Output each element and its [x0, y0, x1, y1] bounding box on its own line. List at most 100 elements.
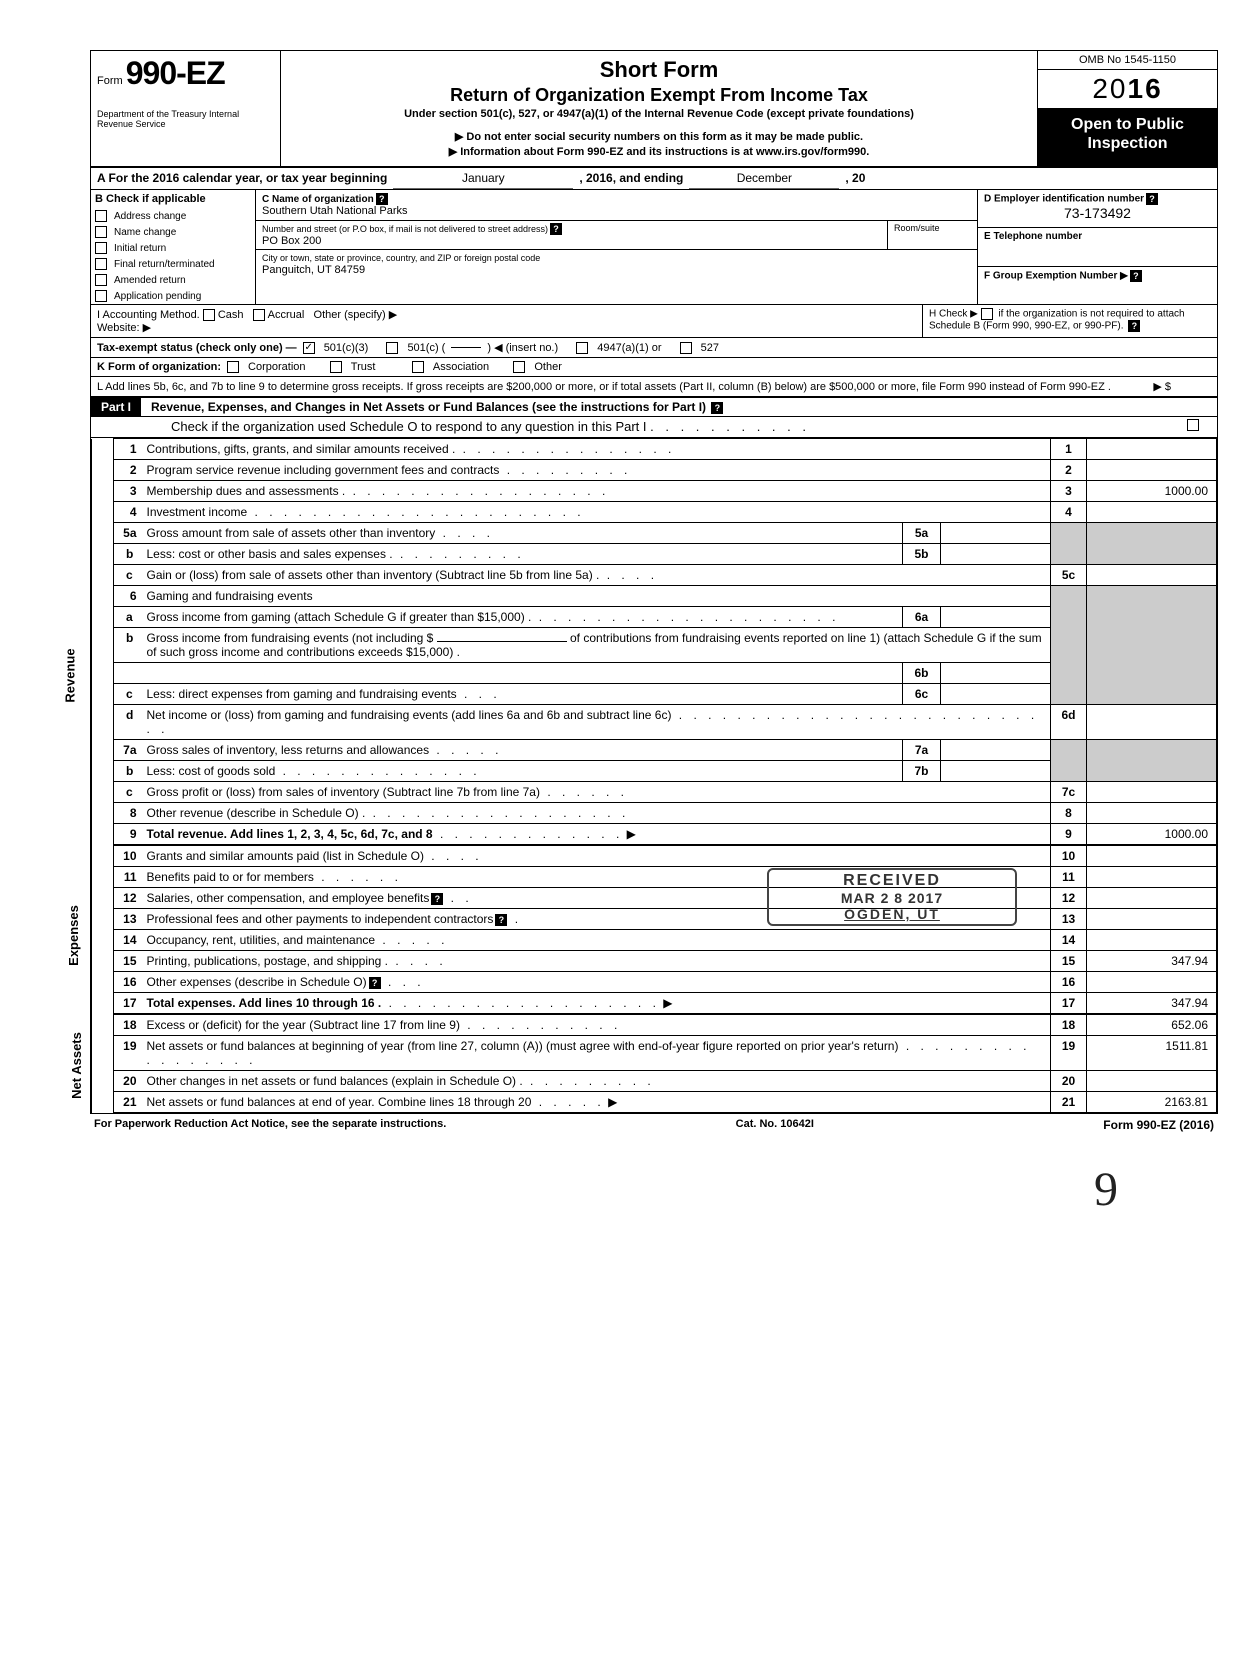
d-cell: D Employer identification number? 73-173… — [978, 190, 1217, 228]
j-501c3: 501(c)(3) — [324, 342, 369, 354]
l15-desc: Printing, publications, postage, and shi… — [147, 954, 389, 968]
tax-year: 2016 — [1038, 70, 1217, 109]
part1-title-text: Revenue, Expenses, and Changes in Net As… — [151, 400, 706, 414]
g-cash: Cash — [218, 309, 244, 321]
j-527: 527 — [701, 342, 719, 354]
l10-desc: Grants and similar amounts paid (list in… — [147, 849, 424, 863]
c-top: C Name of organization? Southern Utah Na… — [256, 190, 977, 221]
form-prefix: Form — [97, 75, 123, 87]
checkbox[interactable] — [412, 361, 424, 373]
side-netassets: Net Assets — [69, 1032, 84, 1099]
l6-desc: Gaming and fundraising events — [142, 586, 1051, 607]
checkbox[interactable] — [95, 242, 107, 254]
city-val: Panguitch, UT 84759 — [262, 264, 365, 276]
street-label: Number and street (or P.O box, if mail i… — [262, 224, 548, 234]
handwritten-9: 9 — [90, 1162, 1218, 1217]
l6c-desc: Less: direct expenses from gaming and fu… — [147, 687, 457, 701]
form-no-big: 990-EZ — [126, 55, 225, 91]
stamp-where: OGDEN, UT — [777, 906, 1007, 922]
l-arrow: ▶ $ — [1153, 380, 1211, 393]
checkbox[interactable] — [95, 210, 107, 222]
rowA-end: December — [689, 168, 839, 189]
l14-desc: Occupancy, rent, utilities, and maintena… — [147, 933, 376, 947]
city-label: City or town, state or province, country… — [262, 253, 540, 263]
l3-desc: Membership dues and assessments . — [147, 484, 346, 498]
part1-label: Part I — [91, 398, 141, 416]
k-assoc: Association — [433, 361, 489, 373]
dots: . . . . . . . . . . . — [650, 419, 810, 434]
j-501c: 501(c) ( — [407, 342, 445, 354]
checkbox[interactable] — [95, 274, 107, 286]
v3: 1000.00 — [1087, 481, 1217, 502]
checkbox[interactable] — [513, 361, 525, 373]
c-city: City or town, state or province, country… — [256, 250, 977, 278]
k-label: K Form of organization: — [97, 361, 221, 373]
v4 — [1087, 502, 1217, 523]
checkbox[interactable] — [95, 226, 107, 238]
l13-desc: Professional fees and other payments to … — [147, 912, 494, 926]
help-icon[interactable]: ? — [1130, 270, 1142, 282]
b-item-0: Address change — [91, 208, 255, 224]
b-label: Initial return — [114, 243, 166, 254]
form-number: Form 990-EZ — [97, 55, 274, 92]
row-j: Tax-exempt status (check only one) — ✓50… — [91, 338, 1217, 358]
checkbox[interactable] — [227, 361, 239, 373]
title2: Return of Organization Exempt From Incom… — [289, 85, 1029, 106]
l7c-desc: Gross profit or (loss) from sales of inv… — [147, 785, 540, 799]
g-left: I Accounting Method. Cash Accrual Other … — [91, 305, 922, 337]
g-text: Accounting Method. — [103, 309, 200, 321]
v1 — [1087, 439, 1217, 460]
checkbox[interactable] — [95, 258, 107, 270]
title1: Short Form — [289, 57, 1029, 83]
part1-checkline-row: Check if the organization used Schedule … — [91, 417, 1217, 438]
side-gutter — [92, 439, 114, 1113]
help-icon[interactable]: ? — [711, 402, 723, 414]
l5c-desc: Gain or (loss) from sale of assets other… — [147, 568, 600, 582]
l-text: L Add lines 5b, 6c, and 7b to line 9 to … — [97, 381, 1147, 393]
room-cell: Room/suite — [887, 221, 977, 249]
row-k: K Form of organization: Corporation Trus… — [91, 358, 1217, 377]
e-label: E Telephone number — [984, 231, 1211, 242]
help-icon[interactable]: ? — [1128, 320, 1140, 332]
checkbox[interactable] — [330, 361, 342, 373]
part1-header: Part I Revenue, Expenses, and Changes in… — [91, 398, 1217, 417]
l19-desc: Net assets or fund balances at beginning… — [147, 1039, 899, 1053]
b-label: Application pending — [114, 291, 201, 302]
sub: Under section 501(c), 527, or 4947(a)(1)… — [289, 108, 1029, 120]
checkbox[interactable] — [253, 309, 265, 321]
v15: 347.94 — [1087, 951, 1217, 972]
b-item-3: Final return/terminated — [91, 256, 255, 272]
h-text: H Check ▶ — [929, 309, 978, 320]
help-icon[interactable]: ? — [431, 893, 443, 905]
j-insert: ) ◀ (insert no.) — [487, 341, 558, 354]
l21-desc: Net assets or fund balances at end of ye… — [147, 1095, 532, 1109]
year-bold: 16 — [1128, 73, 1163, 104]
checkbox[interactable] — [680, 342, 692, 354]
street-val: PO Box 200 — [262, 235, 321, 247]
help-icon[interactable]: ? — [376, 193, 388, 205]
col-b: B Check if applicable Address change Nam… — [91, 190, 256, 304]
help-icon[interactable]: ? — [495, 914, 507, 926]
g-accrual: Accrual — [268, 309, 305, 321]
l8-desc: Other revenue (describe in Schedule O) . — [147, 806, 366, 820]
v21: 2163.81 — [1087, 1092, 1217, 1113]
help-icon[interactable]: ? — [550, 223, 562, 235]
l20-desc: Other changes in net assets or fund bala… — [147, 1074, 523, 1088]
help-icon[interactable]: ? — [1146, 193, 1158, 205]
row-a: A For the 2016 calendar year, or tax yea… — [91, 168, 1217, 190]
footer-mid: Cat. No. 10642I — [736, 1118, 814, 1132]
checkbox[interactable] — [1187, 419, 1199, 431]
b-label: Address change — [114, 211, 186, 222]
checkbox[interactable] — [576, 342, 588, 354]
checkbox[interactable] — [386, 342, 398, 354]
checkbox[interactable] — [981, 308, 993, 320]
street-cell: Number and street (or P.O box, if mail i… — [256, 221, 887, 249]
checkbox[interactable] — [95, 290, 107, 302]
l18-desc: Excess or (deficit) for the year (Subtra… — [147, 1018, 460, 1032]
stamp-received: RECEIVED — [777, 872, 1007, 890]
help-icon[interactable]: ? — [369, 977, 381, 989]
checkbox[interactable] — [203, 309, 215, 321]
v19: 1511.81 — [1087, 1036, 1217, 1071]
l17-desc: Total expenses. Add lines 10 through 16 … — [147, 996, 382, 1010]
checkbox[interactable]: ✓ — [303, 342, 315, 354]
